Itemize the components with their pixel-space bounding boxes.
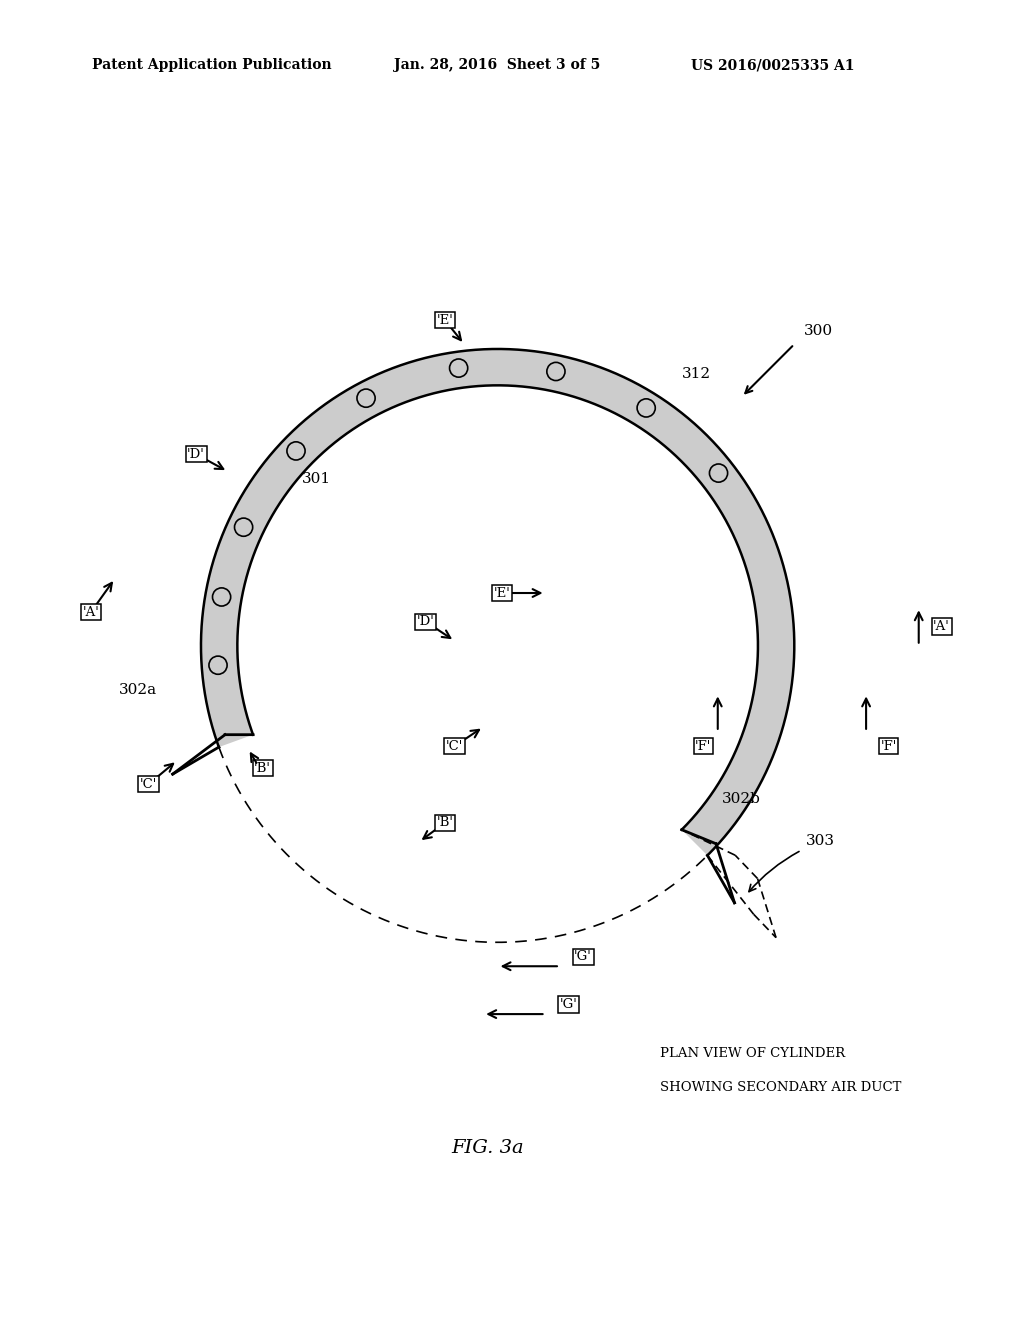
Text: 'G': 'G' [560,998,578,1011]
Text: PLAN VIEW OF CYLINDER: PLAN VIEW OF CYLINDER [660,1047,846,1060]
Text: 'C': 'C' [139,777,157,791]
Text: 312: 312 [682,367,711,381]
Text: SHOWING SECONDARY AIR DUCT: SHOWING SECONDARY AIR DUCT [660,1081,902,1094]
Text: 302a: 302a [119,684,157,697]
Text: Patent Application Publication: Patent Application Publication [92,58,332,73]
Text: 'D': 'D' [187,447,205,461]
Text: 'F': 'F' [695,739,712,752]
Text: 'D': 'D' [417,615,435,628]
Text: 'B': 'B' [254,762,271,775]
Text: 301: 301 [302,473,332,486]
Text: 300: 300 [804,323,833,338]
Text: 303: 303 [806,834,836,849]
Text: 'C': 'C' [445,739,463,752]
Text: 'E': 'E' [436,314,454,327]
Text: 'A': 'A' [933,620,950,634]
Text: 'A': 'A' [83,606,99,619]
Text: 302b: 302b [722,792,761,805]
Polygon shape [201,348,795,855]
Text: FIG. 3a: FIG. 3a [452,1139,524,1156]
Text: 'B': 'B' [436,816,454,829]
Text: 'F': 'F' [881,739,897,752]
Text: 'E': 'E' [494,586,511,599]
Text: US 2016/0025335 A1: US 2016/0025335 A1 [691,58,855,73]
Text: Jan. 28, 2016  Sheet 3 of 5: Jan. 28, 2016 Sheet 3 of 5 [394,58,600,73]
Text: 'G': 'G' [574,950,592,964]
